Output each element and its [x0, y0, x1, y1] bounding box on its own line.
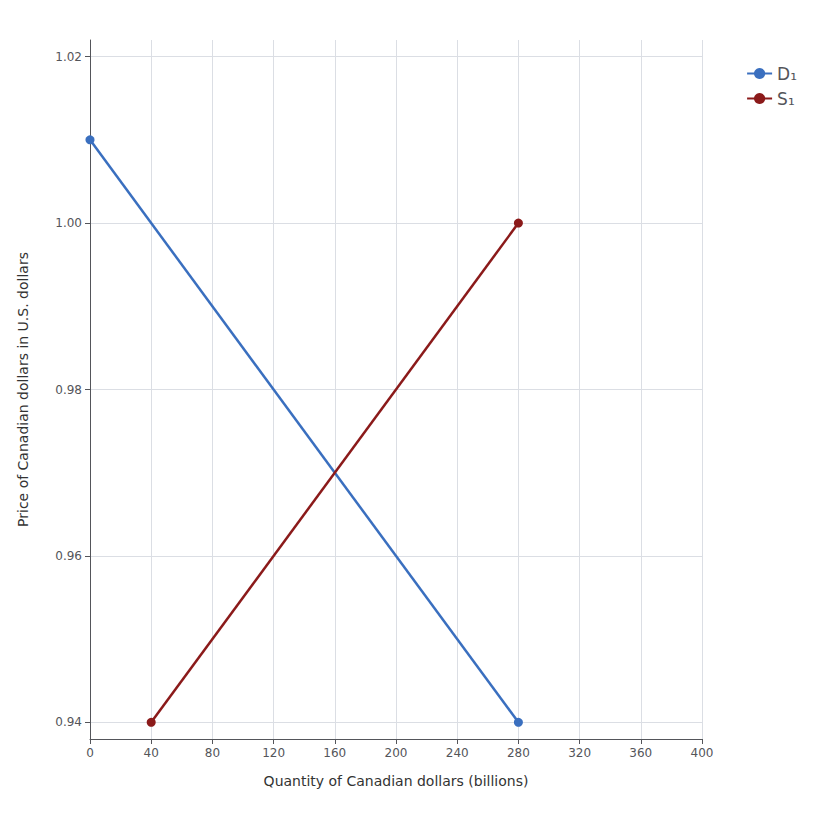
svg-text:400: 400: [691, 746, 714, 760]
svg-text:0.98: 0.98: [55, 383, 82, 397]
svg-text:280: 280: [507, 746, 530, 760]
svg-text:0: 0: [86, 746, 94, 760]
svg-text:Quantity of Canadian dollars (: Quantity of Canadian dollars (billions): [264, 773, 529, 789]
svg-text:S₁: S₁: [777, 89, 795, 109]
svg-text:0.94: 0.94: [55, 715, 82, 729]
svg-text:360: 360: [629, 746, 652, 760]
svg-text:40: 40: [144, 746, 159, 760]
svg-text:320: 320: [568, 746, 591, 760]
svg-text:0.96: 0.96: [55, 549, 82, 563]
svg-text:1.00: 1.00: [55, 216, 82, 230]
svg-text:D₁: D₁: [777, 64, 797, 84]
svg-text:120: 120: [262, 746, 285, 760]
svg-text:Price of Canadian dollars in U: Price of Canadian dollars in U.S. dollar…: [15, 252, 31, 527]
svg-text:80: 80: [205, 746, 220, 760]
svg-text:200: 200: [385, 746, 408, 760]
svg-text:160: 160: [323, 746, 346, 760]
svg-text:1.02: 1.02: [55, 50, 82, 64]
svg-text:240: 240: [446, 746, 469, 760]
